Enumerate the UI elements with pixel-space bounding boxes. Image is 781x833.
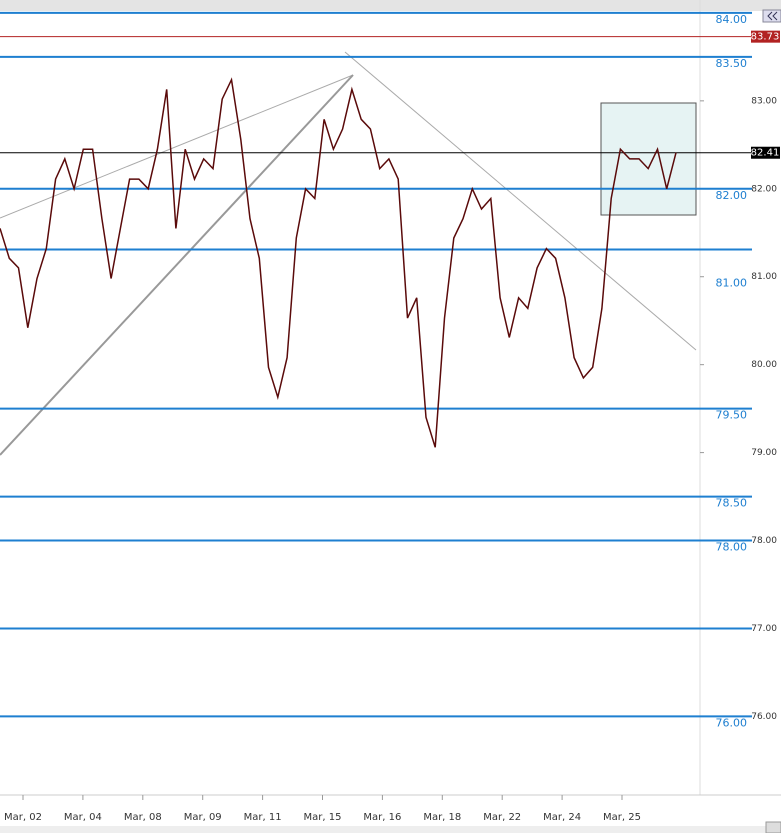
trend-line — [0, 74, 354, 219]
alert-label: 83.73 — [751, 32, 780, 43]
x-tick-label: Mar, 25 — [603, 812, 641, 823]
trend-line — [344, 51, 697, 351]
y-tick-label: 79.00 — [751, 448, 777, 458]
alert-tag — [751, 30, 780, 43]
last-price-tag — [751, 146, 780, 159]
x-tick-label: Mar, 09 — [184, 812, 222, 823]
level-label: 83.50 — [716, 57, 748, 70]
level-label: 81.00 — [716, 277, 748, 290]
x-tick-label: Mar, 22 — [483, 812, 521, 823]
x-tick-label: Mar, 24 — [543, 812, 581, 823]
level-label: 78.00 — [716, 541, 748, 554]
x-tick-label: Mar, 16 — [363, 812, 401, 823]
level-label: 78.50 — [716, 497, 748, 510]
y-tick-label: 80.00 — [751, 360, 777, 370]
x-tick-label: Mar, 15 — [304, 812, 342, 823]
x-tick-label: Mar, 18 — [423, 812, 461, 823]
price-line — [0, 77, 677, 448]
y-tick-label: 76.00 — [751, 712, 777, 722]
x-tick-label: Mar, 11 — [244, 812, 282, 823]
y-tick-label: 81.00 — [751, 272, 777, 282]
scrollbar[interactable] — [0, 826, 781, 833]
toolbar — [0, 0, 781, 11]
level-label: 76.00 — [716, 716, 748, 729]
y-tick-label: 78.00 — [751, 536, 777, 546]
scroll-button[interactable] — [762, 9, 781, 23]
scroll-right[interactable] — [765, 821, 781, 833]
highlight-box — [600, 102, 697, 216]
x-tick-label: Mar, 04 — [64, 812, 102, 823]
level-label: 79.50 — [716, 409, 748, 422]
y-tick-label: 82.00 — [751, 184, 777, 194]
trend-line — [0, 74, 354, 456]
y-tick-label: 77.00 — [751, 624, 777, 634]
scroll-icon — [767, 11, 778, 21]
x-tick-label: Mar, 08 — [124, 812, 162, 823]
level-label: 84.00 — [716, 13, 748, 26]
y-tick-label: 83.00 — [751, 96, 777, 106]
x-tick-label: Mar, 02 — [4, 812, 42, 823]
last-price-label: 82.41 — [751, 148, 780, 159]
level-label: 82.00 — [716, 189, 748, 202]
